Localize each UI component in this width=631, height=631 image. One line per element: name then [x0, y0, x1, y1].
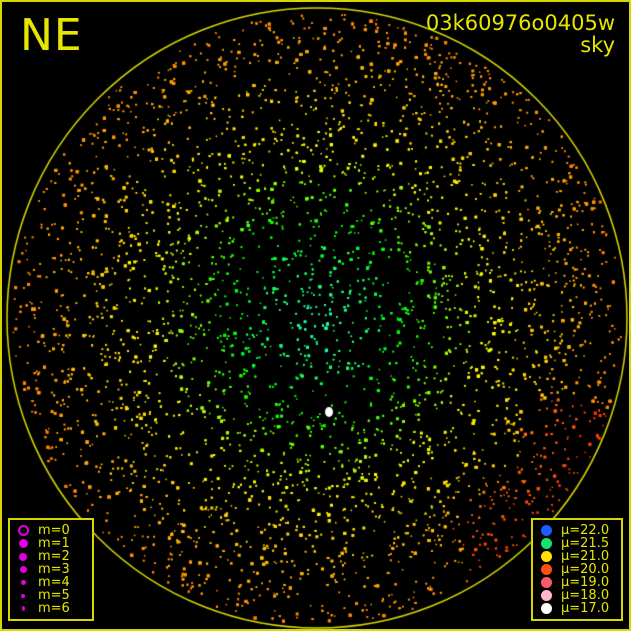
frame-id-text: 03k60976o0405w [425, 11, 615, 35]
brightness-label: μ=21.5 [561, 536, 610, 551]
magnitude-marker-icon [16, 606, 30, 611]
brightness-color-swatch [539, 551, 553, 562]
brightness-color-swatch [539, 564, 553, 575]
brightness-legend-item: μ=20.0 [539, 563, 615, 576]
brightness-label: μ=22.0 [561, 523, 610, 538]
magnitude-legend-item: m=3 [16, 563, 86, 576]
magnitude-legend-item: m=5 [16, 589, 86, 602]
brightness-label: μ=19.0 [561, 575, 610, 590]
magnitude-legend-item: m=6 [16, 602, 86, 615]
brightness-legend-item: μ=22.0 [539, 524, 615, 537]
magnitude-marker-icon [16, 593, 30, 598]
brightness-color-swatch [539, 538, 553, 549]
magnitude-label: m=4 [38, 575, 70, 590]
magnitude-legend-item: m=2 [16, 550, 86, 563]
frame-id: 03k60976o0405w sky [426, 12, 615, 56]
magnitude-label: m=2 [38, 549, 70, 564]
magnitude-label: m=6 [38, 601, 70, 616]
magnitude-label: m=5 [38, 588, 70, 603]
brightness-color-swatch [539, 590, 553, 601]
magnitude-legend-item: m=1 [16, 537, 86, 550]
magnitude-marker-icon [16, 552, 30, 561]
brightness-legend-item: μ=18.0 [539, 589, 615, 602]
brightness-legend-item: μ=19.0 [539, 576, 615, 589]
magnitude-legend-item: m=4 [16, 576, 86, 589]
brightness-label: μ=17.0 [561, 601, 610, 616]
brightness-legend: μ=22.0 μ=21.5 μ=21.0 μ=20.0 μ=19.0 μ=18.0 μ=17… [531, 518, 623, 621]
magnitude-marker-icon [16, 580, 30, 585]
magnitude-legend: m=0 m=1 m=2 m=3 m=4 m=5 m=6 [8, 518, 94, 621]
brightness-legend-item: μ=21.0 [539, 550, 615, 563]
brightness-color-swatch [539, 603, 553, 614]
mode-label: sky [580, 33, 615, 57]
magnitude-label: m=3 [38, 562, 70, 577]
brightness-legend-item: μ=21.5 [539, 537, 615, 550]
brightness-color-swatch [539, 577, 553, 588]
magnitude-marker-icon [16, 539, 30, 548]
magnitude-marker-icon [16, 525, 30, 536]
brightness-label: μ=18.0 [561, 588, 610, 603]
brightness-legend-item: μ=17.0 [539, 602, 615, 615]
brightness-label: μ=21.0 [561, 549, 610, 564]
brightness-color-swatch [539, 525, 553, 536]
direction-label: NE [20, 10, 83, 61]
brightness-label: μ=20.0 [561, 562, 610, 577]
magnitude-label: m=0 [38, 523, 70, 538]
magnitude-marker-icon [16, 566, 30, 573]
magnitude-legend-item: m=0 [16, 524, 86, 537]
magnitude-label: m=1 [38, 536, 70, 551]
